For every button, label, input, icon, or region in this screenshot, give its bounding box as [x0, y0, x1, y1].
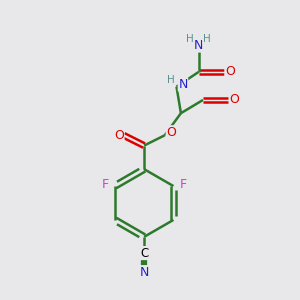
Text: H: H: [187, 34, 194, 44]
Text: N: N: [140, 266, 149, 279]
Text: F: F: [102, 178, 109, 191]
Text: H: H: [203, 34, 211, 44]
Text: N: N: [194, 39, 203, 52]
Text: F: F: [179, 178, 186, 191]
Text: H: H: [167, 75, 175, 85]
Text: O: O: [230, 93, 239, 106]
Text: O: O: [114, 129, 124, 142]
Text: N: N: [178, 78, 188, 91]
Text: C: C: [140, 247, 148, 260]
Text: O: O: [166, 126, 176, 139]
Text: O: O: [225, 65, 235, 79]
